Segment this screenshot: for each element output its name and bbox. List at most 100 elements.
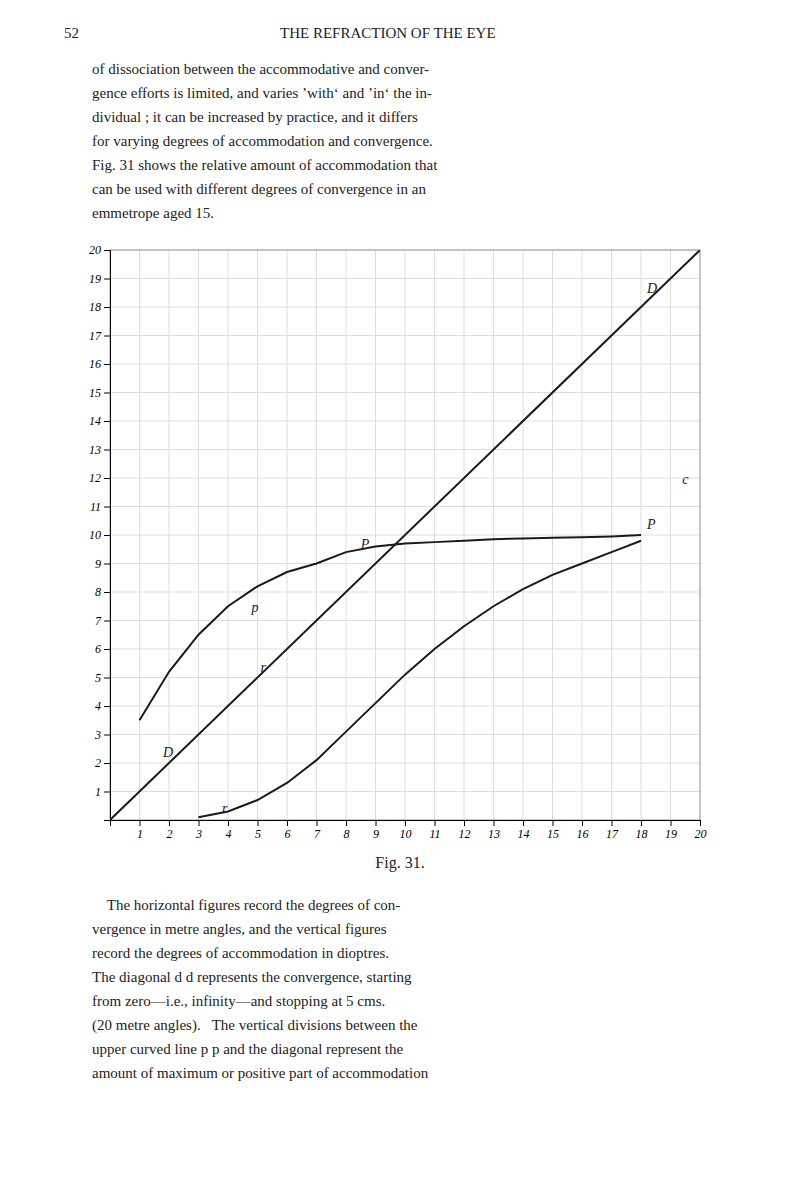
tick: 20 xyxy=(89,243,110,257)
tick: 7 xyxy=(314,820,321,841)
tick: 2 xyxy=(167,820,173,841)
tick-mark xyxy=(104,706,110,707)
tick: 3 xyxy=(195,820,202,841)
tick: 8 xyxy=(344,820,350,841)
tick: 12 xyxy=(89,471,110,485)
title: Fig. 31. xyxy=(375,854,424,872)
tick: 4 xyxy=(226,820,232,841)
body-line: dividual ; it can be increased by practi… xyxy=(92,109,418,125)
x-axis: 1234567891011121314151617181920 xyxy=(111,820,707,841)
plot-frame xyxy=(110,250,700,820)
grid xyxy=(110,250,700,820)
grid-line-y xyxy=(110,364,700,365)
tick: 13 xyxy=(488,820,500,841)
tick-mark xyxy=(104,763,110,764)
body-line: Fig. 31 shows the relative amount of acc… xyxy=(92,157,438,173)
tick: 20 xyxy=(695,820,707,841)
tick-mark xyxy=(641,820,642,826)
body-line: emmetrope aged 15. xyxy=(92,205,214,221)
tick: 19 xyxy=(665,820,677,841)
tick-label: 15 xyxy=(89,386,101,400)
tick-label: 13 xyxy=(89,443,101,457)
grid-line-y xyxy=(110,392,700,393)
tick-mark xyxy=(376,820,377,826)
grid-line-y xyxy=(110,620,700,621)
tick-label: 12 xyxy=(459,827,471,841)
body-line: vergence in metre angles, and the vertic… xyxy=(92,921,387,937)
plot-area xyxy=(110,250,700,820)
grid-line-y xyxy=(110,791,700,792)
tick: 6 xyxy=(285,820,291,841)
tick: 5 xyxy=(255,820,261,841)
tick-mark xyxy=(104,535,110,536)
body-line: The diagonal d d represents the converge… xyxy=(92,969,412,985)
page-number: 52 xyxy=(64,25,79,41)
grid-line-y xyxy=(110,506,700,507)
tick-mark xyxy=(104,621,110,622)
chart: 1234567891011121314151617181920123456789… xyxy=(89,243,707,840)
tick-mark xyxy=(104,393,110,394)
tick-label: 15 xyxy=(547,827,559,841)
tick: 4 xyxy=(95,699,110,713)
tick: 9 xyxy=(373,820,379,841)
annotation: r xyxy=(222,801,228,816)
tick-mark xyxy=(104,649,110,650)
tick-label: 18 xyxy=(89,300,101,314)
tick-label: 3 xyxy=(195,827,202,841)
tick-mark xyxy=(169,820,170,826)
grid-line-y xyxy=(110,278,700,279)
tick-label: 7 xyxy=(95,614,102,628)
annotations: DDpPPrrc xyxy=(162,281,689,816)
curve xyxy=(140,535,642,720)
tick-label: 18 xyxy=(636,827,648,841)
tick-label: 4 xyxy=(226,827,232,841)
tick-label: 11 xyxy=(90,500,101,514)
grid-line-y xyxy=(110,763,700,764)
grid-line-y xyxy=(110,307,700,308)
tick: 17 xyxy=(606,820,619,841)
tick-mark xyxy=(104,592,110,593)
tick-label: 10 xyxy=(89,528,101,542)
grid-line-y xyxy=(110,421,700,422)
tick: 3 xyxy=(94,728,110,742)
body-line: from zero—i.e., infinity—and stopping at… xyxy=(92,993,385,1009)
tick: 8 xyxy=(95,585,110,599)
tick: 16 xyxy=(577,820,589,841)
tick: 13 xyxy=(89,443,110,457)
tick-mark xyxy=(317,820,318,826)
tick-label: 14 xyxy=(89,414,101,428)
tick-mark xyxy=(104,478,110,479)
tick-mark xyxy=(104,792,110,793)
tick-label: 5 xyxy=(255,827,261,841)
body-line: The horizontal figures record the degree… xyxy=(92,897,400,913)
tick: 14 xyxy=(518,820,530,841)
tick-label: 1 xyxy=(95,785,101,799)
annotation: P xyxy=(360,537,370,552)
page: 52THE REFRACTION OF THE EYEof dissociati… xyxy=(0,0,800,1200)
tick-label: 8 xyxy=(344,827,350,841)
tick: 16 xyxy=(89,357,110,371)
body-line: record the degrees of accommodation in d… xyxy=(92,945,389,961)
tick-label: 8 xyxy=(95,585,101,599)
tick-label: 20 xyxy=(695,827,707,841)
grid-line-y xyxy=(110,649,700,650)
tick-mark xyxy=(464,820,465,826)
tick-label: 12 xyxy=(89,471,101,485)
tick-mark xyxy=(104,307,110,308)
tick-mark xyxy=(435,820,436,826)
tick-label: 9 xyxy=(95,557,101,571)
body-line: upper curved line p p and the diagonal r… xyxy=(92,1041,403,1057)
tick-mark xyxy=(700,820,701,826)
tick-label: 16 xyxy=(577,827,589,841)
tick-mark xyxy=(523,820,524,826)
body-line: can be used with different degrees of co… xyxy=(92,181,426,197)
annotation: D xyxy=(162,745,173,760)
body-line: of dissociation between the accommodativ… xyxy=(92,61,429,77)
tick-label: 19 xyxy=(89,272,101,286)
tick-mark xyxy=(104,279,110,280)
tick-mark xyxy=(140,820,141,826)
tick-label: 7 xyxy=(314,827,321,841)
body-line: (20 metre angles). The vertical division… xyxy=(92,1017,418,1034)
curve xyxy=(199,541,642,817)
tick-mark xyxy=(405,820,406,826)
